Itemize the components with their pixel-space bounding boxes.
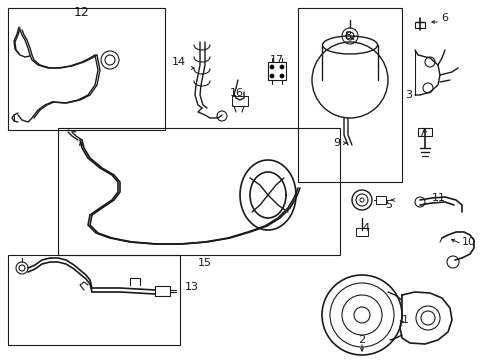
Text: 4: 4 xyxy=(361,223,368,233)
Text: 14: 14 xyxy=(171,57,185,67)
Bar xyxy=(267,62,285,80)
Bar xyxy=(8,255,180,345)
Circle shape xyxy=(280,65,284,69)
Text: 3: 3 xyxy=(404,90,411,100)
Bar xyxy=(375,196,385,204)
Text: 9: 9 xyxy=(332,138,339,148)
Circle shape xyxy=(280,74,284,78)
Bar xyxy=(355,228,367,236)
Text: 1: 1 xyxy=(401,315,408,325)
Text: 7: 7 xyxy=(417,128,424,138)
Text: 12: 12 xyxy=(74,6,90,19)
Text: 10: 10 xyxy=(461,237,475,247)
Text: 11: 11 xyxy=(431,193,445,203)
Text: 17: 17 xyxy=(269,55,284,65)
Circle shape xyxy=(269,65,273,69)
Text: 2: 2 xyxy=(358,335,365,345)
Bar xyxy=(417,128,431,136)
Circle shape xyxy=(269,74,273,78)
Text: 8: 8 xyxy=(343,31,350,41)
Text: 6: 6 xyxy=(440,13,447,23)
Bar xyxy=(8,8,164,130)
Bar xyxy=(58,128,339,255)
Text: 5: 5 xyxy=(384,200,391,210)
Bar xyxy=(414,22,424,28)
Bar xyxy=(297,8,401,182)
Text: 13: 13 xyxy=(184,282,199,292)
Text: 15: 15 xyxy=(198,258,212,268)
Text: 16: 16 xyxy=(229,88,244,98)
Bar xyxy=(231,96,247,106)
